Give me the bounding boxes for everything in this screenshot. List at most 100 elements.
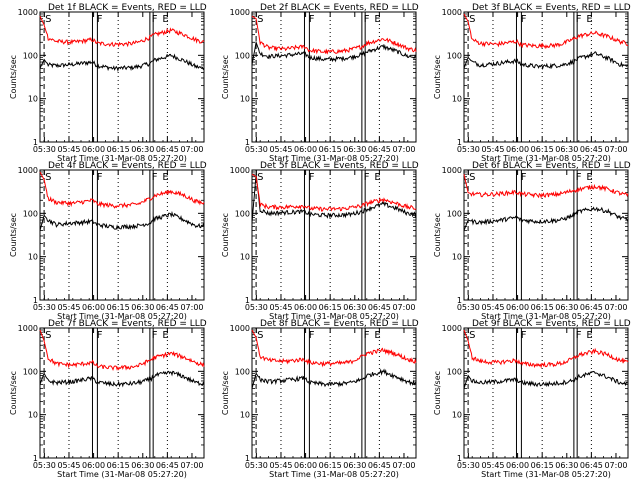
x-tick-label: 07:00	[392, 303, 415, 312]
x-tick-label: 06:15	[107, 461, 130, 470]
x-tick-label: 06:00	[294, 145, 317, 154]
x-tick-label: 06:00	[294, 461, 317, 470]
plot-frame	[39, 327, 205, 459]
plot-frame	[251, 169, 417, 301]
y-tick-label: 10	[28, 411, 38, 420]
y-tick-label: 10	[28, 253, 38, 262]
x-tick-label: 05:45	[481, 145, 504, 154]
x-axis-label: Start Time (31-Mar-08 05:27:20)	[481, 154, 611, 163]
x-tick-label: 05:30	[245, 145, 268, 154]
x-tick-label: 05:45	[57, 461, 80, 470]
x-tick-label: 05:45	[57, 303, 80, 312]
marker-label: F	[521, 172, 527, 183]
series-events-line	[251, 174, 417, 223]
y-axis-label: Counts/sec	[221, 55, 230, 99]
y-tick-label: 1	[33, 138, 38, 147]
y-tick-label: 1000	[230, 166, 250, 175]
marker-label: F	[97, 330, 103, 341]
marker-label: E	[374, 330, 380, 341]
marker-label: F	[364, 330, 370, 341]
panel-title: Det 2f BLACK = Events, RED = LLD	[260, 3, 419, 13]
panel-7: Det 7f BLACK = Events, RED = LLD 1 10 100 10…	[9, 319, 207, 479]
y-tick-label: 100	[23, 209, 38, 218]
x-tick-label: 06:30	[555, 303, 578, 312]
panel-1: Det 1f BLACK = Events, RED = LLD 1 10 100 10…	[9, 3, 207, 163]
y-axis-label: Counts/sec	[221, 213, 230, 257]
y-tick-label: 100	[23, 51, 38, 60]
series-events-line	[463, 206, 629, 231]
x-tick-label: 07:00	[180, 461, 203, 470]
y-tick-label: 1000	[442, 166, 462, 175]
panel-8: Det 8f BLACK = Events, RED = LLD 1 10 100 10…	[221, 319, 419, 479]
x-tick-label: 06:45	[580, 145, 603, 154]
y-tick-label: 100	[235, 367, 250, 376]
marker-label: E	[374, 172, 380, 183]
x-tick-label: 06:15	[531, 461, 554, 470]
panel-6: Det 6f BLACK = Events, RED = LLD 1 10 100 10…	[433, 161, 631, 321]
series-events-line	[251, 40, 417, 65]
x-tick-label: 05:45	[57, 145, 80, 154]
marker-label: F	[576, 14, 582, 25]
y-tick-label: 10	[28, 95, 38, 104]
y-tick-label: 1	[245, 138, 250, 147]
x-tick-label: 06:00	[82, 461, 105, 470]
x-tick-label: 05:30	[33, 461, 56, 470]
series-lld-line	[251, 329, 417, 368]
x-axis-label: Start Time (31-Mar-08 05:27:20)	[481, 470, 611, 479]
y-axis-label: Counts/sec	[433, 55, 442, 99]
x-axis-label: Start Time (31-Mar-08 05:27:20)	[481, 312, 611, 321]
x-axis-label: Start Time (31-Mar-08 05:27:20)	[269, 154, 399, 163]
y-tick-label: 1	[245, 454, 250, 463]
series-lld-line	[39, 15, 205, 48]
x-tick-label: 06:30	[343, 145, 366, 154]
x-axis-label: Start Time (31-Mar-08 05:27:20)	[57, 154, 187, 163]
x-tick-label: 07:00	[604, 461, 627, 470]
x-tick-label: 07:00	[180, 303, 203, 312]
marker-label: E	[374, 14, 380, 25]
x-tick-label: 05:45	[481, 303, 504, 312]
x-tick-label: 06:00	[506, 461, 529, 470]
marker-label: F	[364, 172, 370, 183]
series-events-line	[463, 51, 629, 71]
y-tick-label: 1	[457, 454, 462, 463]
x-tick-label: 05:30	[457, 461, 480, 470]
x-tick-label: 06:15	[107, 303, 130, 312]
panel-title: Det 3f BLACK = Events, RED = LLD	[472, 3, 631, 13]
plot-frame	[251, 11, 417, 143]
y-tick-label: 1	[457, 296, 462, 305]
panel-title: Det 8f BLACK = Events, RED = LLD	[260, 319, 419, 329]
x-axis-label: Start Time (31-Mar-08 05:27:20)	[269, 312, 399, 321]
x-tick-label: 06:15	[531, 145, 554, 154]
panel-title: Det 9f BLACK = Events, RED = LLD	[472, 319, 631, 329]
plot-frame	[251, 327, 417, 459]
y-tick-label: 100	[447, 51, 462, 60]
marker-label: S	[257, 172, 263, 183]
x-tick-label: 06:30	[343, 461, 366, 470]
y-tick-label: 1000	[230, 324, 250, 333]
x-tick-label: 06:45	[368, 303, 391, 312]
y-tick-label: 10	[240, 411, 250, 420]
x-tick-label: 05:30	[33, 303, 56, 312]
panel-4: Det 4f BLACK = Events, RED = LLD 1 10 100 10…	[9, 161, 207, 321]
x-tick-label: 07:00	[604, 145, 627, 154]
x-tick-label: 06:45	[368, 145, 391, 154]
x-tick-label: 05:45	[481, 461, 504, 470]
series-events-line	[39, 210, 205, 231]
marker-label: E	[586, 172, 592, 183]
panel-3: Det 3f BLACK = Events, RED = LLD 1 10 100 10…	[433, 3, 631, 163]
x-tick-label: 06:30	[343, 303, 366, 312]
panel-2: Det 2f BLACK = Events, RED = LLD 1 10 100 10…	[221, 3, 419, 163]
y-tick-label: 1000	[18, 166, 38, 175]
series-lld-line	[251, 15, 417, 55]
y-tick-label: 10	[240, 95, 250, 104]
y-tick-label: 1	[245, 296, 250, 305]
x-tick-label: 06:00	[506, 145, 529, 154]
panel-title: Det 6f BLACK = Events, RED = LLD	[472, 161, 631, 171]
marker-label: F	[97, 172, 103, 183]
y-tick-label: 100	[447, 209, 462, 218]
marker-label: F	[576, 330, 582, 341]
y-tick-label: 1	[457, 138, 462, 147]
marker-label: F	[152, 330, 158, 341]
